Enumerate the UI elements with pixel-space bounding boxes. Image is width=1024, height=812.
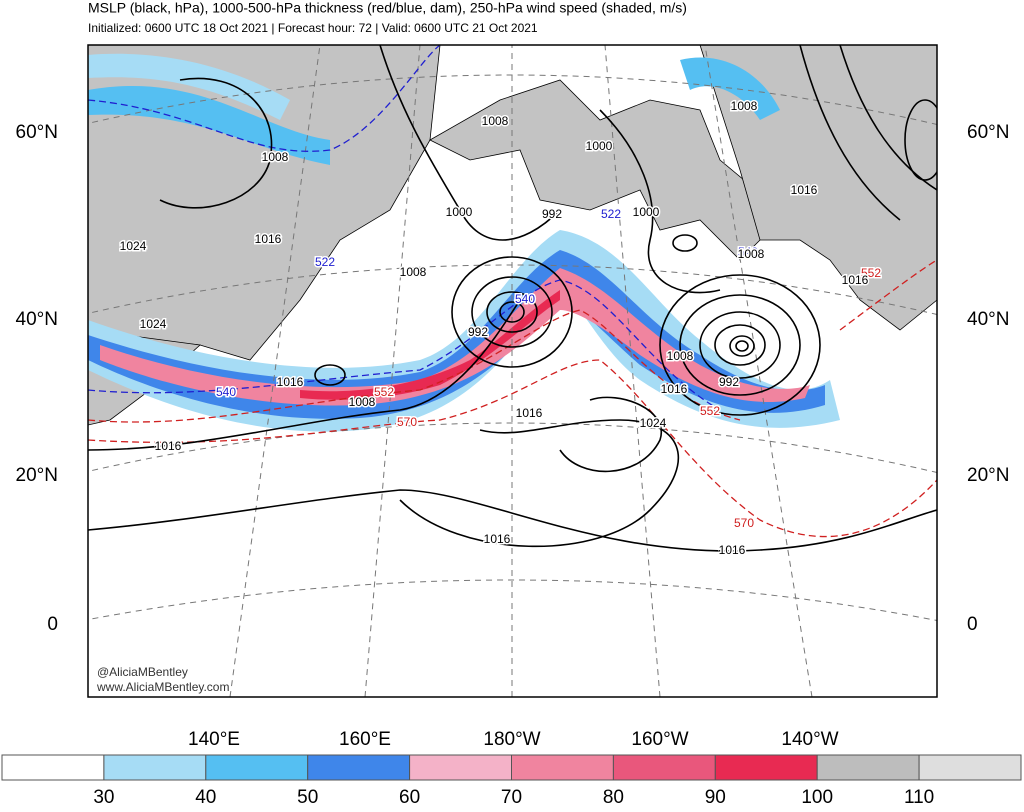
contour-label: 1016: [661, 382, 688, 396]
contour-label: 1016: [516, 406, 543, 420]
colorbar-swatch: [612, 754, 716, 781]
contour-label: 540: [515, 292, 535, 306]
contour-label: 1016: [255, 232, 282, 246]
contour-label: 992: [719, 375, 739, 389]
contour-label: 1008: [482, 114, 509, 128]
lat-label: 0: [47, 614, 58, 635]
colorbar-tick-label: 50: [297, 787, 318, 807]
subtitle: Initialized: 0600 UTC 18 Oct 2021 | Fore…: [88, 21, 538, 35]
contour-label: 522: [315, 255, 335, 269]
axis-labels: 60°N 60°N 40°N 40°N 20°N 20°N 0 0 140°E 160°E 180°…: [16, 122, 1010, 750]
colorbar-swatch: [205, 754, 309, 781]
contour-label: 1016: [719, 543, 746, 557]
colorbar-swatch: [409, 754, 513, 781]
colorbar-tick-label: 70: [501, 787, 522, 807]
contour-label: 1008: [262, 150, 289, 164]
colorbar-swatch: [714, 754, 818, 781]
title: MSLP (black, hPa), 1000-500-hPa thicknes…: [88, 0, 687, 16]
lat-label: 20°N: [16, 465, 58, 486]
contour-label: 992: [468, 325, 488, 339]
lon-label: 180°W: [483, 729, 540, 750]
contour-label: 1000: [586, 139, 613, 153]
colorbar-tick-label: 100: [801, 787, 833, 807]
contour-label: 1008: [731, 99, 758, 113]
colorbar-tick-label: 40: [195, 787, 216, 807]
lon-label: 140°W: [781, 729, 838, 750]
contour-label: 992: [542, 207, 562, 221]
contour-label: 1024: [140, 317, 167, 331]
contour-label: 1024: [120, 239, 147, 253]
contour-label: 1016: [155, 439, 182, 453]
colorbar-tick-label: 30: [93, 787, 114, 807]
contour-label: 1016: [277, 375, 304, 389]
contour-label: 1008: [349, 395, 376, 409]
colorbar-swatch: [103, 754, 207, 781]
contour-label: 540: [216, 385, 236, 399]
contour-label: 570: [397, 415, 417, 429]
colorbar-swatch: [918, 754, 1022, 781]
colorbar-tick-label: 90: [705, 787, 726, 807]
contour-label: 570: [734, 516, 754, 530]
contour-label: 540: [738, 245, 758, 259]
colorbar: 30 40 50 60 70 80 90 100 110: [1, 754, 1022, 808]
contour-label: 1016: [842, 273, 869, 287]
credit: @AliciaMBentley: [97, 665, 188, 679]
lat-label: 40°N: [967, 309, 1009, 330]
lat-label: 60°N: [967, 122, 1009, 143]
contour-label: 552: [861, 266, 881, 280]
contour-label: 552: [374, 385, 394, 399]
colorbar-tick-label: 110: [904, 787, 934, 807]
colorbar-swatch: [816, 754, 920, 781]
colorbar-swatch: [307, 754, 411, 781]
lon-label: 160°W: [631, 729, 688, 750]
colorbar-tick-label: 60: [399, 787, 420, 807]
lat-label: 60°N: [16, 122, 58, 143]
lat-label: 20°N: [967, 465, 1009, 486]
contour-label: 522: [601, 207, 621, 221]
contour-label: 1008: [738, 247, 765, 261]
lon-label: 140°E: [188, 729, 240, 750]
colorbar-swatch: [1, 754, 105, 781]
lat-label: 0: [967, 614, 978, 635]
contour-label: 1016: [484, 532, 511, 546]
contour-label: 1000: [633, 205, 660, 219]
contour-label: 1008: [400, 265, 427, 279]
credit: www.AliciaMBentley.com: [96, 680, 229, 694]
lat-label: 40°N: [16, 309, 58, 330]
map-frame: [87, 44, 938, 698]
contour-label: 552: [700, 404, 720, 418]
contour-label: 1008: [667, 349, 694, 363]
contour-label: 1016: [791, 183, 818, 197]
colorbar-swatch: [511, 754, 614, 781]
contour-label: 1000: [446, 205, 473, 219]
lon-label: 160°E: [339, 729, 391, 750]
contour-label: 1024: [640, 416, 667, 430]
colorbar-tick-label: 80: [603, 787, 624, 807]
